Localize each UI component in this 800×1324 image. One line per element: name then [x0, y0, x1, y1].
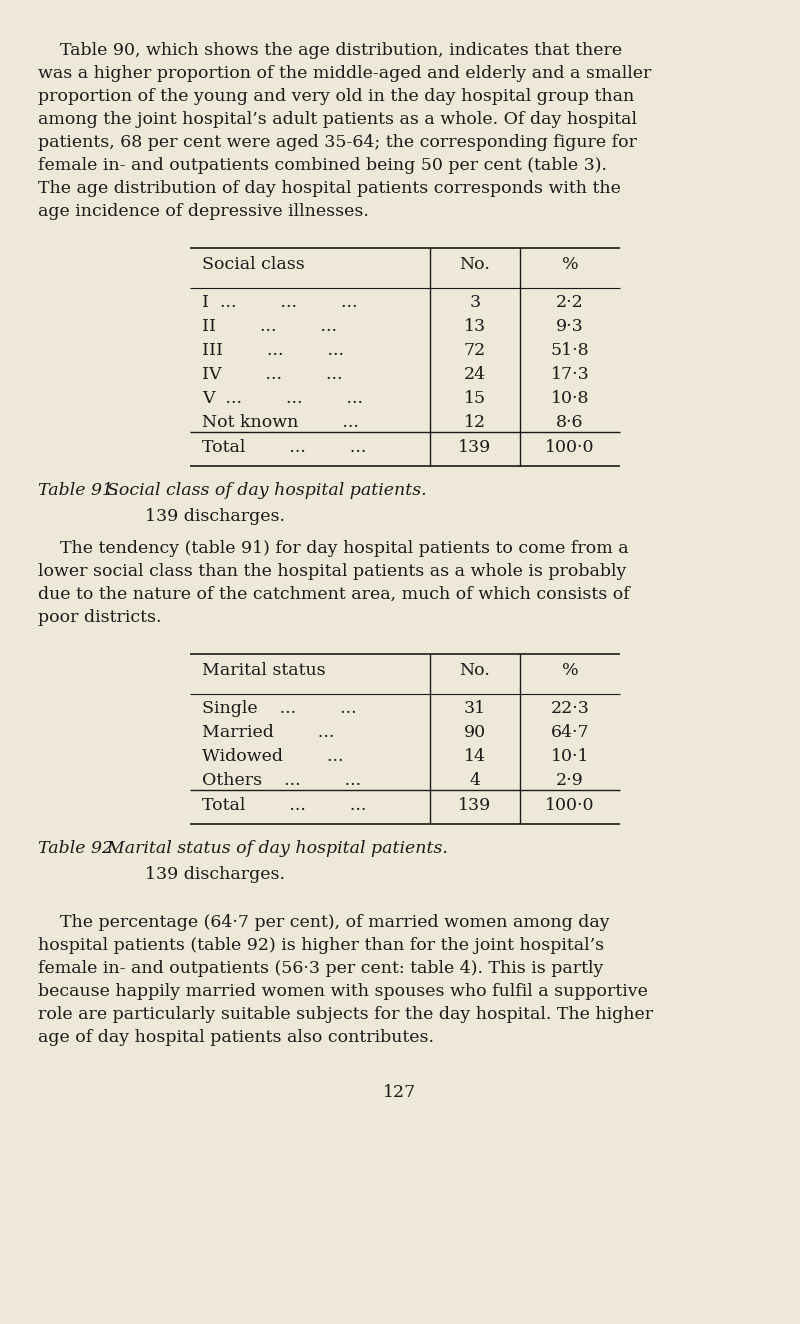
Text: 17·3: 17·3	[550, 365, 590, 383]
Text: among the joint hospital’s adult patients as a whole. Of day hospital: among the joint hospital’s adult patient…	[38, 111, 637, 128]
Text: female in- and outpatients combined being 50 per cent (table 3).: female in- and outpatients combined bein…	[38, 158, 607, 173]
Text: The age distribution of day hospital patients corresponds with the: The age distribution of day hospital pat…	[38, 180, 621, 197]
Text: No.: No.	[459, 256, 490, 273]
Text: because happily married women with spouses who fulfil a supportive: because happily married women with spous…	[38, 982, 648, 1000]
Text: V  ...        ...        ...: V ... ... ...	[202, 391, 363, 406]
Text: Single    ...        ...: Single ... ...	[202, 700, 357, 718]
Text: 24: 24	[464, 365, 486, 383]
Text: 10·8: 10·8	[550, 391, 590, 406]
Text: 9·3: 9·3	[556, 318, 584, 335]
Text: 22·3: 22·3	[550, 700, 590, 718]
Text: Widowed        ...: Widowed ...	[202, 748, 343, 765]
Text: No.: No.	[459, 662, 490, 679]
Text: hospital patients (table 92) is higher than for the joint hospital’s: hospital patients (table 92) is higher t…	[38, 937, 604, 955]
Text: %: %	[562, 662, 578, 679]
Text: age incidence of depressive illnesses.: age incidence of depressive illnesses.	[38, 203, 369, 220]
Text: 100·0: 100·0	[546, 440, 594, 455]
Text: 31: 31	[464, 700, 486, 718]
Text: Table 92.: Table 92.	[38, 839, 118, 857]
Text: Marital status: Marital status	[202, 662, 326, 679]
Text: Total        ...        ...: Total ... ...	[202, 440, 366, 455]
Text: 2·9: 2·9	[556, 772, 584, 789]
Text: Total        ...        ...: Total ... ...	[202, 797, 366, 814]
Text: lower social class than the hospital patients as a whole is probably: lower social class than the hospital pat…	[38, 563, 626, 580]
Text: 10·1: 10·1	[550, 748, 590, 765]
Text: 8·6: 8·6	[556, 414, 584, 432]
Text: 15: 15	[464, 391, 486, 406]
Text: 90: 90	[464, 724, 486, 741]
Text: Marital status of day hospital patients.: Marital status of day hospital patients.	[96, 839, 448, 857]
Text: 13: 13	[464, 318, 486, 335]
Text: 139 discharges.: 139 discharges.	[145, 508, 285, 526]
Text: I  ...        ...        ...: I ... ... ...	[202, 294, 358, 311]
Text: role are particularly suitable subjects for the day hospital. The higher: role are particularly suitable subjects …	[38, 1006, 653, 1023]
Text: 51·8: 51·8	[550, 342, 590, 359]
Text: patients, 68 per cent were aged 35-64; the corresponding figure for: patients, 68 per cent were aged 35-64; t…	[38, 134, 637, 151]
Text: Social class: Social class	[202, 256, 305, 273]
Text: II        ...        ...: II ... ...	[202, 318, 337, 335]
Text: 139: 139	[458, 440, 492, 455]
Text: 12: 12	[464, 414, 486, 432]
Text: 139 discharges.: 139 discharges.	[145, 866, 285, 883]
Text: proportion of the young and very old in the day hospital group than: proportion of the young and very old in …	[38, 87, 634, 105]
Text: 64·7: 64·7	[550, 724, 590, 741]
Text: The tendency (table 91) for day hospital patients to come from a: The tendency (table 91) for day hospital…	[38, 540, 629, 557]
Text: age of day hospital patients also contributes.: age of day hospital patients also contri…	[38, 1029, 434, 1046]
Text: 100·0: 100·0	[546, 797, 594, 814]
Text: 14: 14	[464, 748, 486, 765]
Text: 3: 3	[470, 294, 481, 311]
Text: III        ...        ...: III ... ...	[202, 342, 344, 359]
Text: Married        ...: Married ...	[202, 724, 334, 741]
Text: Others    ...        ...: Others ... ...	[202, 772, 361, 789]
Text: Table 91.: Table 91.	[38, 482, 118, 499]
Text: Not known        ...: Not known ...	[202, 414, 359, 432]
Text: 127: 127	[383, 1084, 417, 1102]
Text: 4: 4	[470, 772, 481, 789]
Text: The percentage (64·7 per cent), of married women among day: The percentage (64·7 per cent), of marri…	[38, 914, 610, 931]
Text: Table 90, which shows the age distribution, indicates that there: Table 90, which shows the age distributi…	[38, 42, 622, 60]
Text: IV        ...        ...: IV ... ...	[202, 365, 342, 383]
Text: Social class of day hospital patients.: Social class of day hospital patients.	[96, 482, 426, 499]
Text: %: %	[562, 256, 578, 273]
Text: 2·2: 2·2	[556, 294, 584, 311]
Text: poor districts.: poor districts.	[38, 609, 162, 626]
Text: female in- and outpatients (56·3 per cent: table 4). This is partly: female in- and outpatients (56·3 per cen…	[38, 960, 603, 977]
Text: was a higher proportion of the middle-aged and elderly and a smaller: was a higher proportion of the middle-ag…	[38, 65, 651, 82]
Text: 72: 72	[464, 342, 486, 359]
Text: due to the nature of the catchment area, much of which consists of: due to the nature of the catchment area,…	[38, 587, 630, 602]
Text: 139: 139	[458, 797, 492, 814]
